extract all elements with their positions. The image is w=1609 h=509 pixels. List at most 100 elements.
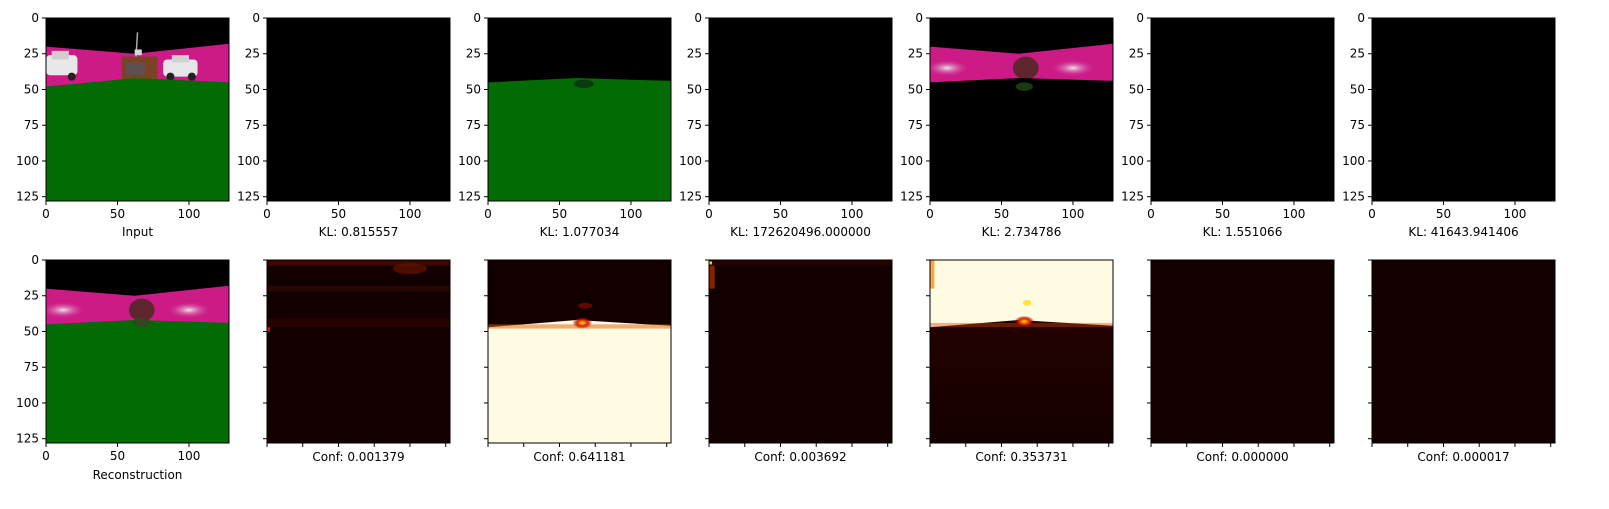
x-tick-label: 100 (1283, 207, 1306, 221)
x-tick-label: 0 (1368, 207, 1376, 221)
panel-caption: KL: 2.734786 (982, 225, 1062, 239)
y-tick-label: 25 (466, 47, 481, 61)
x-tick-label: 50 (110, 449, 125, 463)
panel-caption: Conf: 0.353731 (975, 450, 1067, 464)
y-tick-label: 25 (687, 47, 702, 61)
panel-row2-col5: Conf: 0.353731 (926, 259, 1114, 464)
y-tick-label: 0 (915, 11, 923, 25)
y-tick-label: 125 (900, 190, 923, 204)
panel-frame (708, 17, 893, 202)
panel-row2-col7: Conf: 0.000017 (1368, 259, 1556, 464)
y-tick-label: 75 (245, 118, 260, 132)
panel-caption: KL: 172620496.000000 (730, 225, 871, 239)
y-tick-label: 50 (1350, 82, 1365, 96)
image-blur-center (1012, 56, 1039, 80)
y-tick-label: 125 (16, 190, 39, 204)
image-car-right (163, 59, 198, 77)
y-tick-label: 75 (24, 360, 39, 374)
y-tick-label: 0 (31, 253, 39, 267)
image-blur-left (930, 59, 971, 77)
x-tick-label: 50 (331, 207, 346, 221)
y-tick-label: 125 (1121, 190, 1144, 204)
x-tick-label: 100 (1062, 207, 1085, 221)
y-tick-label: 50 (466, 82, 481, 96)
x-tick-label: 100 (178, 207, 201, 221)
panel-frame (266, 17, 451, 202)
y-tick-label: 50 (24, 324, 39, 338)
y-tick-label: 75 (687, 118, 702, 132)
panel-caption: Input (122, 225, 153, 239)
image-ground (46, 78, 229, 201)
panel-frame (929, 17, 1114, 202)
image-shadow (573, 79, 594, 89)
image-blur-right (166, 301, 212, 319)
image-blur-left (46, 301, 87, 319)
panel-frame (1150, 259, 1335, 444)
y-tick-label: 100 (1121, 154, 1144, 168)
x-tick-label: 50 (994, 207, 1009, 221)
y-tick-label: 0 (1357, 11, 1365, 25)
x-tick-label: 100 (399, 207, 422, 221)
x-tick-label: 0 (42, 207, 50, 221)
y-tick-label: 25 (24, 47, 39, 61)
y-tick-label: 100 (458, 154, 481, 168)
y-tick-label: 100 (16, 154, 39, 168)
y-tick-label: 125 (237, 190, 260, 204)
y-tick-label: 75 (1350, 118, 1365, 132)
x-tick-label: 0 (42, 449, 50, 463)
x-tick-label: 0 (484, 207, 492, 221)
x-tick-label: 50 (1215, 207, 1230, 221)
panel-frame (266, 259, 451, 444)
panel-caption: KL: 41643.941406 (1408, 225, 1518, 239)
y-tick-label: 25 (24, 289, 39, 303)
y-tick-label: 50 (908, 82, 923, 96)
y-tick-label: 50 (24, 82, 39, 96)
heatmap-hotspot (572, 317, 593, 329)
y-tick-label: 100 (237, 154, 260, 168)
y-tick-label: 0 (1136, 11, 1144, 25)
y-tick-label: 75 (1129, 118, 1144, 132)
panel-caption: Conf: 0.000000 (1196, 450, 1288, 464)
x-tick-label: 100 (841, 207, 864, 221)
panel-caption: Reconstruction (93, 468, 183, 482)
panel-frame (45, 17, 230, 202)
y-tick-label: 0 (473, 11, 481, 25)
y-tick-label: 125 (1342, 190, 1365, 204)
panel-caption: KL: 0.815557 (319, 225, 399, 239)
image-black (1372, 18, 1555, 201)
heatmap-edge (709, 260, 715, 289)
image-ground (930, 78, 1113, 201)
y-tick-label: 25 (1129, 47, 1144, 61)
heatmap-bright-region (930, 260, 1113, 328)
y-tick-label: 75 (24, 118, 39, 132)
y-tick-label: 25 (1350, 47, 1365, 61)
y-tick-label: 50 (687, 82, 702, 96)
image-black (267, 18, 450, 201)
heatmap-hotspot (1014, 315, 1035, 328)
y-tick-label: 125 (679, 190, 702, 204)
x-tick-label: 50 (552, 207, 567, 221)
heatmap-background (709, 260, 892, 443)
y-tick-label: 0 (252, 11, 260, 25)
heatmap-background (1372, 260, 1555, 443)
panel-caption: Conf: 0.001379 (312, 450, 404, 464)
y-tick-label: 100 (1342, 154, 1365, 168)
y-tick-label: 50 (245, 82, 260, 96)
y-tick-label: 75 (908, 118, 923, 132)
image-black (709, 18, 892, 201)
panel-row2-col2: Conf: 0.001379 (263, 259, 451, 464)
x-tick-label: 50 (1436, 207, 1451, 221)
panel-caption: KL: 1.077034 (540, 225, 620, 239)
image-blur-right (1050, 59, 1096, 77)
y-tick-label: 100 (900, 154, 923, 168)
panel-frame (929, 259, 1114, 444)
panel-caption: Conf: 0.000017 (1417, 450, 1509, 464)
heatmap-background (1151, 260, 1334, 443)
